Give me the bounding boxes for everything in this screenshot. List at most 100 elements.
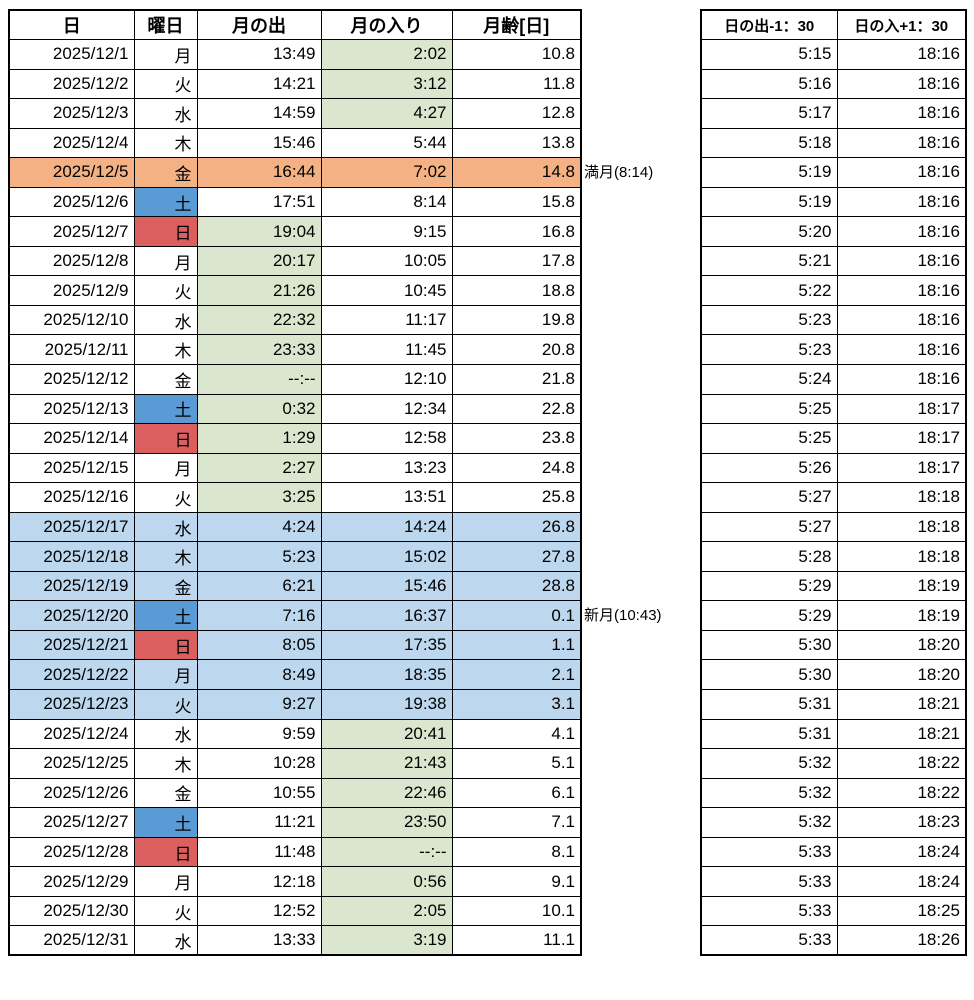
moon-age-cell[interactable]: 25.8 — [451, 482, 582, 513]
moonrise-cell[interactable]: 8:05 — [196, 629, 322, 661]
date-column-header[interactable]: 日 — [8, 9, 135, 40]
sunset-cell[interactable]: 18:16 — [836, 186, 967, 218]
weekday-cell[interactable]: 月 — [133, 245, 198, 277]
moonrise-cell[interactable]: 4:24 — [196, 511, 322, 543]
moonrise-cell[interactable]: 16:44 — [196, 157, 322, 188]
sunset-cell[interactable]: 18:21 — [836, 689, 967, 720]
weekday-cell[interactable]: 土 — [133, 393, 198, 425]
date-cell[interactable]: 2025/12/21 — [8, 629, 135, 661]
sunrise-cell[interactable]: 5:33 — [700, 866, 838, 897]
weekday-cell[interactable]: 月 — [133, 866, 198, 897]
moon-age-cell[interactable]: 4.1 — [451, 718, 582, 750]
weekday-cell[interactable]: 月 — [133, 659, 198, 691]
moonrise-cell[interactable]: 13:49 — [196, 39, 322, 70]
moonrise-cell[interactable]: 21:26 — [196, 275, 322, 306]
moon-age-cell[interactable]: 14.8 — [451, 157, 582, 188]
moon-age-cell[interactable]: 7.1 — [451, 807, 582, 838]
sunset-cell[interactable]: 18:16 — [836, 127, 967, 159]
moonset-cell[interactable]: 13:51 — [320, 482, 453, 513]
sunset-cell[interactable]: 18:17 — [836, 423, 967, 454]
date-cell[interactable]: 2025/12/17 — [8, 511, 135, 543]
weekday-column-header[interactable]: 曜日 — [133, 9, 198, 40]
sunrise-cell[interactable]: 5:21 — [700, 245, 838, 277]
moonrise-column-header[interactable]: 月の出 — [196, 9, 322, 40]
sunset-cell[interactable]: 18:16 — [836, 68, 967, 100]
moonset-cell[interactable]: 10:45 — [320, 275, 453, 306]
sunrise-cell[interactable]: 5:15 — [700, 39, 838, 70]
date-cell[interactable]: 2025/12/27 — [8, 807, 135, 838]
moonrise-cell[interactable]: 17:51 — [196, 186, 322, 218]
sunset-cell[interactable]: 18:25 — [836, 895, 967, 927]
moonset-cell[interactable]: 5:44 — [320, 127, 453, 159]
moonrise-cell[interactable]: 12:52 — [196, 895, 322, 927]
sunset-cell[interactable]: 18:16 — [836, 98, 967, 129]
moonrise-cell[interactable]: 22:32 — [196, 304, 322, 336]
date-cell[interactable]: 2025/12/10 — [8, 304, 135, 336]
moon-age-cell[interactable]: 12.8 — [451, 98, 582, 129]
date-cell[interactable]: 2025/12/5 — [8, 157, 135, 188]
date-cell[interactable]: 2025/12/7 — [8, 216, 135, 247]
moonrise-cell[interactable]: 7:16 — [196, 600, 322, 631]
moon-age-cell[interactable]: 5.1 — [451, 748, 582, 779]
sunrise-cell[interactable]: 5:29 — [700, 600, 838, 631]
weekday-cell[interactable]: 木 — [133, 541, 198, 572]
sunset-cell[interactable]: 18:19 — [836, 600, 967, 631]
moonset-cell[interactable]: 10:05 — [320, 245, 453, 277]
date-cell[interactable]: 2025/12/15 — [8, 452, 135, 484]
moonrise-cell[interactable]: 23:33 — [196, 334, 322, 366]
moonrise-cell[interactable]: 14:59 — [196, 98, 322, 129]
sunset-cell[interactable]: 18:16 — [836, 245, 967, 277]
moon-age-cell[interactable]: 0.1 — [451, 600, 582, 631]
sunrise-cell[interactable]: 5:25 — [700, 423, 838, 454]
sunset-cell[interactable]: 18:24 — [836, 836, 967, 868]
moon-age-cell[interactable]: 10.8 — [451, 39, 582, 70]
moonset-cell[interactable]: 21:43 — [320, 748, 453, 779]
moonset-cell[interactable]: 22:46 — [320, 777, 453, 809]
weekday-cell[interactable]: 水 — [133, 925, 198, 956]
weekday-cell[interactable]: 水 — [133, 304, 198, 336]
moonset-cell[interactable]: 12:10 — [320, 364, 453, 395]
sunset-cell[interactable]: 18:16 — [836, 39, 967, 70]
sunrise-cell[interactable]: 5:32 — [700, 807, 838, 838]
moon-age-cell[interactable]: 3.1 — [451, 689, 582, 720]
sunset-cell[interactable]: 18:18 — [836, 541, 967, 572]
sunrise-cell[interactable]: 5:30 — [700, 629, 838, 661]
moonset-cell[interactable]: 3:19 — [320, 925, 453, 956]
date-cell[interactable]: 2025/12/1 — [8, 39, 135, 70]
date-cell[interactable]: 2025/12/4 — [8, 127, 135, 159]
sunrise-cell[interactable]: 5:28 — [700, 541, 838, 572]
moonset-column-header[interactable]: 月の入り — [320, 9, 453, 40]
date-cell[interactable]: 2025/12/14 — [8, 423, 135, 454]
sunrise-cell[interactable]: 5:27 — [700, 482, 838, 513]
moon-age-cell[interactable]: 28.8 — [451, 570, 582, 602]
moon-age-cell[interactable]: 17.8 — [451, 245, 582, 277]
moon-age-cell[interactable]: 21.8 — [451, 364, 582, 395]
sunrise-cell[interactable]: 5:24 — [700, 364, 838, 395]
moon-age-cell[interactable]: 22.8 — [451, 393, 582, 425]
moonset-cell[interactable]: 4:27 — [320, 98, 453, 129]
sunrise-cell[interactable]: 5:30 — [700, 659, 838, 691]
sunrise-cell[interactable]: 5:19 — [700, 157, 838, 188]
date-cell[interactable]: 2025/12/13 — [8, 393, 135, 425]
moon-age-cell[interactable]: 1.1 — [451, 629, 582, 661]
date-cell[interactable]: 2025/12/8 — [8, 245, 135, 277]
date-cell[interactable]: 2025/12/24 — [8, 718, 135, 750]
weekday-cell[interactable]: 火 — [133, 68, 198, 100]
moon-age-cell[interactable]: 27.8 — [451, 541, 582, 572]
weekday-cell[interactable]: 日 — [133, 216, 198, 247]
moonset-cell[interactable]: 23:50 — [320, 807, 453, 838]
sunrise-cell[interactable]: 5:33 — [700, 895, 838, 927]
moonset-cell[interactable]: 9:15 — [320, 216, 453, 247]
date-cell[interactable]: 2025/12/23 — [8, 689, 135, 720]
moon-age-cell[interactable]: 19.8 — [451, 304, 582, 336]
weekday-cell[interactable]: 土 — [133, 807, 198, 838]
moonset-cell[interactable]: 12:34 — [320, 393, 453, 425]
weekday-cell[interactable]: 火 — [133, 482, 198, 513]
sunrise-cell[interactable]: 5:32 — [700, 748, 838, 779]
weekday-cell[interactable]: 日 — [133, 836, 198, 868]
weekday-cell[interactable]: 金 — [133, 570, 198, 602]
moonrise-cell[interactable]: 13:33 — [196, 925, 322, 956]
weekday-cell[interactable]: 火 — [133, 275, 198, 306]
moonset-cell[interactable]: 14:24 — [320, 511, 453, 543]
weekday-cell[interactable]: 金 — [133, 777, 198, 809]
